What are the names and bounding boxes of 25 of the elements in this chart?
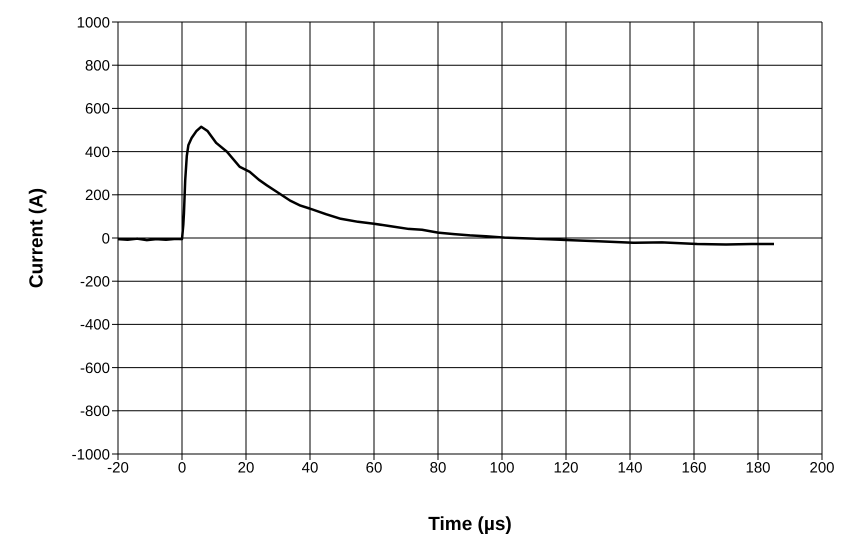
x-axis-title: Time (µs) xyxy=(428,514,512,535)
x-tick-label: 200 xyxy=(809,460,835,477)
x-tick-label: -20 xyxy=(107,460,129,477)
x-tick-label: 60 xyxy=(366,460,382,477)
y-axis-title: Current (A) xyxy=(26,188,48,288)
y-tick-label: -600 xyxy=(80,360,110,377)
x-tick-label: 180 xyxy=(745,460,771,477)
x-tick-label: 20 xyxy=(238,460,254,477)
y-tick-label: -800 xyxy=(80,403,110,420)
y-tick-label: 1000 xyxy=(76,14,110,32)
x-tick-label: 80 xyxy=(430,460,446,477)
y-tick-label: 400 xyxy=(84,144,110,161)
y-tick-label: 600 xyxy=(84,100,110,118)
y-tick-label: -400 xyxy=(80,316,110,334)
y-tick-label: -200 xyxy=(80,274,110,291)
x-tick-label: 0 xyxy=(178,460,186,477)
y-tick-label: 0 xyxy=(102,230,110,248)
x-tick-label: 120 xyxy=(553,460,579,477)
x-tick-label: 100 xyxy=(489,460,515,477)
y-tick-label: -1000 xyxy=(72,446,110,464)
y-tick-label: 800 xyxy=(84,58,110,75)
x-tick-label: 40 xyxy=(302,460,318,477)
x-tick-label: 160 xyxy=(681,460,707,477)
y-tick-label: 200 xyxy=(84,187,110,204)
x-tick-label: 140 xyxy=(617,460,643,477)
